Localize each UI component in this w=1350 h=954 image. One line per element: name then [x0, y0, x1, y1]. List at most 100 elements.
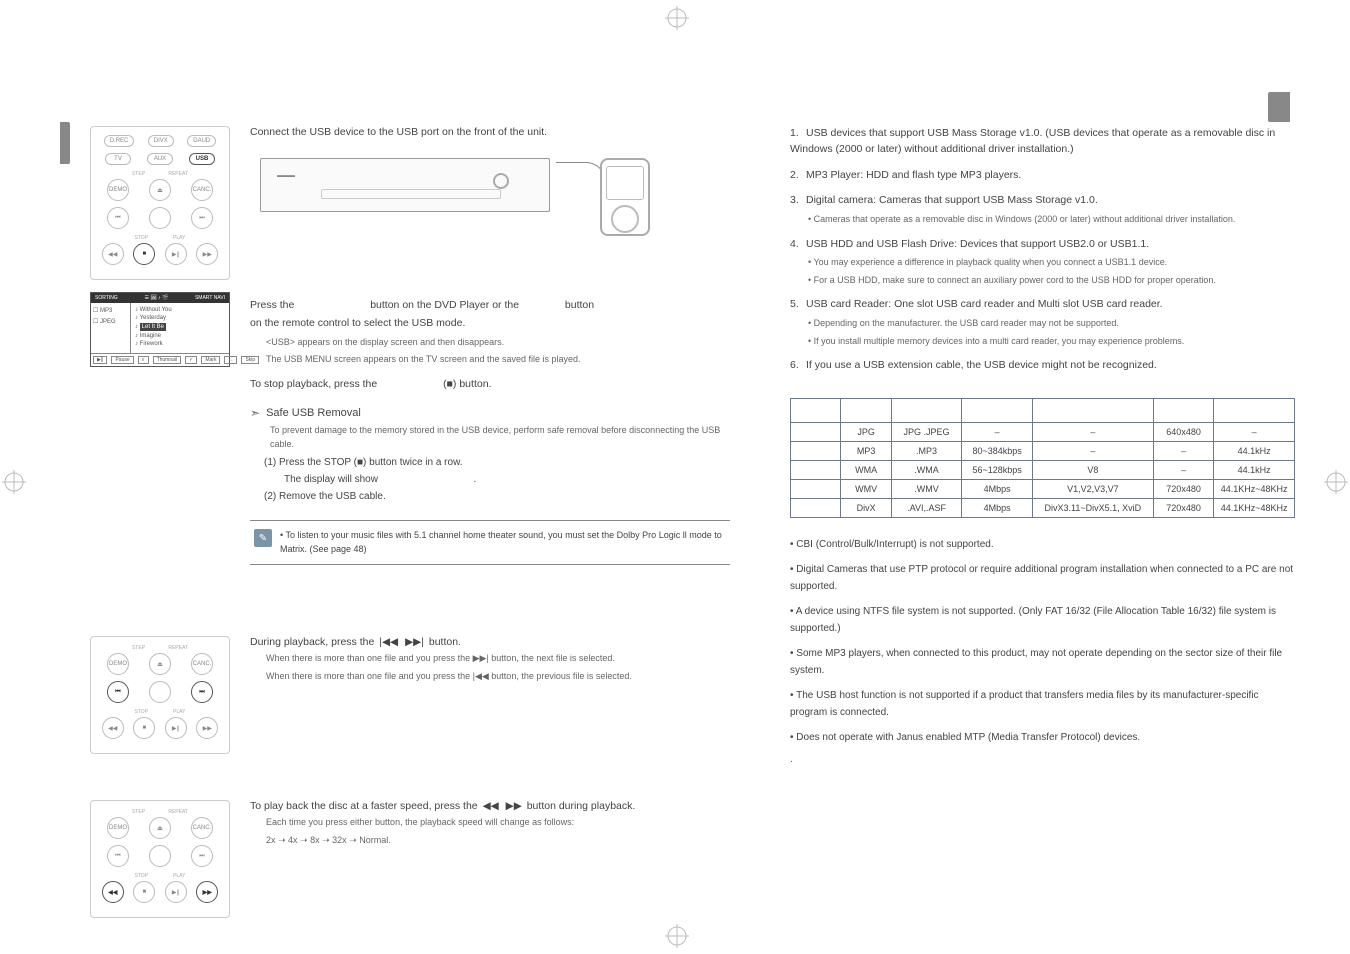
- compat-list: 1.USB devices that support USB Mass Stor…: [790, 126, 1295, 374]
- table-cell: WMV: [841, 479, 891, 498]
- fast-rew-icon: ◀◀: [483, 800, 499, 812]
- press-sub1: <USB> appears on the display screen and …: [266, 336, 730, 350]
- table-cell: –: [1032, 441, 1153, 460]
- middle-column: Connect the USB device to the USB port o…: [250, 126, 730, 565]
- connect-intro: Connect the USB device to the USB port o…: [250, 126, 730, 138]
- press-line: Press the button on the DVD Player or th…: [250, 298, 730, 314]
- press-line2: on the remote control to select the USB …: [250, 316, 730, 332]
- table-cell: .WMV: [891, 479, 962, 498]
- spec-table: JPGJPG .JPEG––640x480–MP3.MP380~384kbps–…: [790, 398, 1295, 518]
- table-cell: JPG .JPEG: [891, 422, 962, 441]
- remote-btn-drec: D.REC: [104, 135, 135, 147]
- menu-item-1: ♪ Yesterday: [135, 315, 225, 321]
- table-cell: [791, 422, 841, 441]
- menu-item-3: ♪ Imagine: [135, 333, 225, 339]
- table-cell: –: [1214, 422, 1295, 441]
- limitation-item: Some MP3 players, when connected to this…: [790, 645, 1295, 679]
- table-cell: V1,V2,V3,V7: [1032, 479, 1153, 498]
- trailing-dot: .: [790, 754, 1295, 765]
- skip-intro: During playback, press the |◀◀ ▶▶| butto…: [250, 636, 730, 648]
- remote-btn-divx: DIVX: [148, 135, 174, 147]
- crop-mark-left: [2, 470, 26, 494]
- remote2-prev-icon: ⏮: [107, 681, 129, 703]
- table-row: MP3.MP380~384kbps––44.1kHz: [791, 441, 1295, 460]
- remote2-mid: [149, 681, 171, 703]
- gray-accent-right: [1268, 92, 1290, 122]
- menu-type-jpeg: ☐ JPEG: [93, 318, 128, 325]
- mp3-device-illustration: [600, 158, 650, 236]
- table-cell: 44.1kHz: [1214, 441, 1295, 460]
- compat-sub: • Depending on the manufacturer. the USB…: [808, 317, 1295, 331]
- remote2-rew-icon: ◀◀: [102, 717, 124, 739]
- skip-prev-icon: |◀◀: [379, 636, 398, 648]
- note-text: • To listen to your music files with 5.1…: [280, 529, 730, 556]
- table-cell: DivX: [841, 498, 891, 517]
- table-cell: [791, 479, 841, 498]
- remote-btn-demo: DEMO: [107, 179, 129, 201]
- table-cell: 80~384kbps: [962, 441, 1033, 460]
- table-cell: [791, 460, 841, 479]
- table-cell: 44.1KHz~48KHz: [1214, 479, 1295, 498]
- limitation-item: The USB host function is not supported i…: [790, 687, 1295, 721]
- page: D.REC DIVX DAUD TV AUX USB STEPREPEAT DE…: [60, 30, 1290, 910]
- remote-btn-eject: ⏏: [149, 179, 171, 201]
- compat-item: 6.If you use a USB extension cable, the …: [790, 358, 1295, 374]
- menu-foot-pause: ▶||: [93, 356, 107, 364]
- table-cell: MP3: [841, 441, 891, 460]
- stop-line: To stop playback, press the (■) button.: [250, 377, 730, 393]
- remote2-canc: CANC.: [191, 653, 213, 675]
- compat-item: 1.USB devices that support USB Mass Stor…: [790, 126, 1295, 158]
- menu-foot-mark: ✓: [185, 356, 197, 364]
- table-cell: 640x480: [1153, 422, 1213, 441]
- remote-btn-next-icon: ⏭: [191, 207, 213, 229]
- remote3-eject: ⏏: [149, 817, 171, 839]
- table-cell: 720x480: [1153, 479, 1213, 498]
- fast-section: STEPREPEAT DEMO ⏏ CANC. ⏮ ⏭ STOPPLAY ◀◀ …: [90, 800, 730, 930]
- left-column: D.REC DIVX DAUD TV AUX USB STEPREPEAT DE…: [90, 126, 230, 367]
- connection-diagram: ▬▬▬: [250, 148, 730, 288]
- fast-speeds: 2x ➝ 4x ➝ 8x ➝ 32x ➝ Normal.: [266, 834, 730, 848]
- gray-accent-left: [60, 122, 70, 164]
- table-row: DivX.AVI,.ASF4MbpsDivX3.11~DivX5.1, XviD…: [791, 498, 1295, 517]
- table-cell: [791, 498, 841, 517]
- remote3-play-icon: ▶||: [165, 881, 187, 903]
- table-cell: –: [1153, 441, 1213, 460]
- remote-btn-rew-icon: ◀◀: [102, 243, 124, 265]
- remote-btn-stop-icon: ■: [133, 243, 155, 265]
- remote-btn-blank: [149, 207, 171, 229]
- compat-item: 5.USB card Reader: One slot USB card rea…: [790, 297, 1295, 348]
- remote2-stop-icon: ■: [133, 717, 155, 739]
- compat-item: 2.MP3 Player: HDD and flash type MP3 pla…: [790, 168, 1295, 184]
- menu-foot-thumb: ≡: [138, 356, 149, 364]
- remote2-eject: ⏏: [149, 653, 171, 675]
- step-1b: The display will show .: [284, 474, 730, 485]
- table-cell: V8: [1032, 460, 1153, 479]
- safe-removal-body: To prevent damage to the memory stored i…: [270, 424, 730, 451]
- compat-sub: • If you install multiple memory devices…: [808, 335, 1295, 349]
- table-cell: 4Mbps: [962, 479, 1033, 498]
- remote2-ff-icon: ▶▶: [196, 717, 218, 739]
- remote3-ff-icon: ▶▶: [196, 881, 218, 903]
- fast-line1: Each time you press either button, the p…: [266, 816, 730, 830]
- table-cell: 4Mbps: [962, 498, 1033, 517]
- table-row: WMV.WMV4MbpsV1,V2,V3,V7720x48044.1KHz~48…: [791, 479, 1295, 498]
- crop-mark-top: [665, 6, 689, 30]
- limitation-item: A device using NTFS file system is not s…: [790, 603, 1295, 637]
- table-cell: [791, 441, 841, 460]
- safe-removal-heading: ➣ Safe USB Removal: [250, 406, 730, 420]
- remote3-demo: DEMO: [107, 817, 129, 839]
- remote2-demo: DEMO: [107, 653, 129, 675]
- compat-sub: • You may experience a difference in pla…: [808, 256, 1295, 270]
- menu-item-2: ♪ Let It Be: [135, 323, 225, 331]
- right-column: 1.USB devices that support USB Mass Stor…: [790, 126, 1295, 765]
- menu-item-4: ♪ Firework: [135, 341, 225, 347]
- compat-item: 4.USB HDD and USB Flash Drive: Devices t…: [790, 237, 1295, 288]
- remote-btn-usb: USB: [189, 153, 215, 165]
- step-1a: (1) Press the STOP (■) button twice in a…: [264, 457, 730, 468]
- dvd-player-illustration: ▬▬▬: [260, 158, 550, 212]
- remote-btn-daud: DAUD: [187, 135, 216, 147]
- table-row: JPGJPG .JPEG––640x480–: [791, 422, 1295, 441]
- table-cell: DivX3.11~DivX5.1, XviD: [1032, 498, 1153, 517]
- table-cell: 56~128kbps: [962, 460, 1033, 479]
- crop-mark-right: [1324, 470, 1348, 494]
